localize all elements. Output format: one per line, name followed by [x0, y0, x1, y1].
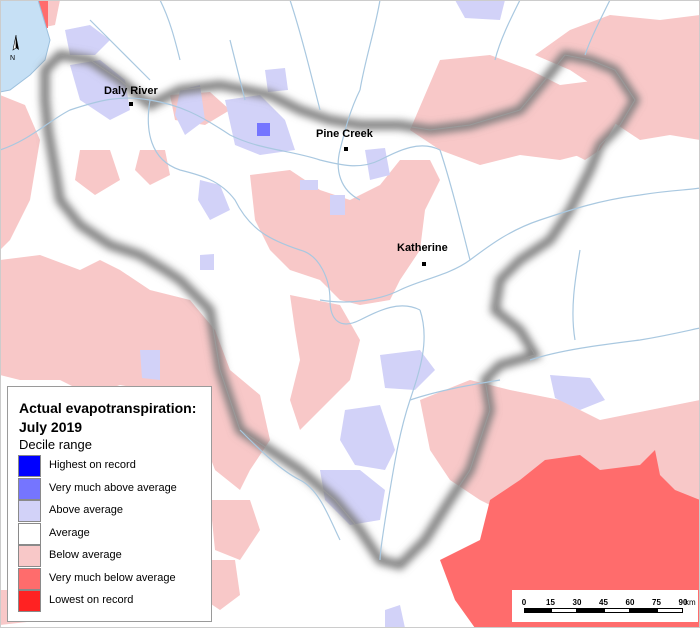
- legend-swatch: [18, 590, 41, 612]
- legend-swatch: [18, 477, 41, 500]
- scale-tick-label: 45: [599, 598, 608, 607]
- legend-label: Lowest on record: [49, 594, 134, 606]
- above-average-areas: [65, 0, 605, 628]
- scale-segment: [656, 608, 683, 613]
- legend-title: Actual evapotranspiration: July 2019: [19, 400, 197, 435]
- place-label-daly-river: Daly River: [104, 85, 159, 97]
- legend-swatch: [18, 545, 41, 567]
- catchment-boundary: [44, 54, 636, 566]
- scale-segment: [577, 608, 604, 613]
- scale-segment: [550, 608, 577, 613]
- legend-label: Below average: [49, 549, 122, 561]
- scale-tick-label: 90: [678, 598, 688, 607]
- scale-bar: 0 15 30 45 60 75 90 km: [512, 590, 698, 622]
- scale-segment: [630, 608, 657, 613]
- very-much-above-average-area: [257, 123, 270, 136]
- scale-unit: km: [685, 598, 696, 607]
- legend-label: Above average: [49, 504, 123, 516]
- place-label-pine-creek: Pine Creek: [316, 128, 374, 140]
- legend-swatch: [18, 500, 41, 522]
- legend: Actual evapotranspiration: July 2019 Dec…: [7, 386, 212, 622]
- legend-swatch: [18, 455, 41, 477]
- water-body: [0, 0, 51, 93]
- scale-tick-label: 60: [625, 598, 635, 607]
- legend-swatch: [18, 567, 41, 590]
- legend-label: Highest on record: [49, 459, 136, 471]
- place-label-katherine: Katherine: [397, 242, 448, 254]
- scale-tick-label: 75: [652, 598, 661, 607]
- scale-tick-label: 0: [521, 598, 527, 607]
- legend-subtitle: Decile range: [19, 437, 92, 452]
- scale-tick-label: 30: [572, 598, 582, 607]
- scale-segment: [603, 608, 630, 613]
- legend-swatch: [18, 522, 41, 545]
- legend-label: Average: [49, 526, 90, 539]
- daly-river-marker: [129, 102, 133, 106]
- north-label: N: [10, 55, 15, 62]
- scale-tick-label: 15: [546, 598, 555, 607]
- legend-label: Very much above average: [49, 481, 177, 494]
- katherine-marker: [422, 262, 426, 266]
- pine-creek-marker: [344, 147, 348, 151]
- legend-label: Very much below average: [49, 571, 176, 584]
- north-arrow-icon: N: [10, 34, 19, 62]
- rivers: [0, 0, 700, 561]
- scale-segment: [524, 608, 551, 613]
